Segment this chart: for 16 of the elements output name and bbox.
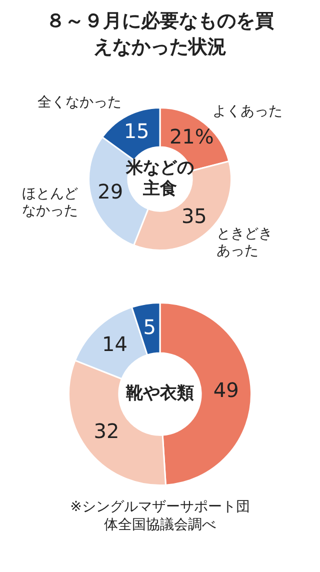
data-label: 5: [143, 314, 156, 339]
slice-label: 全くなかった: [37, 94, 122, 111]
data-label: 49: [213, 378, 239, 402]
chart-title: ８～９月に必要なものを買えなかった状況: [45, 9, 275, 60]
data-label: 29: [98, 180, 124, 204]
data-label: 21%: [169, 124, 214, 148]
slice-label: ほとんどなかった: [22, 186, 78, 219]
slice-label: ときどきあった: [216, 226, 272, 260]
data-label: 15: [124, 119, 150, 144]
slice-label: よくあった: [212, 103, 282, 120]
text: ※シングルマザーサポート団体全国協議会調べ: [70, 498, 250, 534]
data-label: 32: [94, 419, 120, 444]
text: 米などの主食: [125, 158, 194, 199]
text: 靴や衣類: [125, 383, 194, 404]
data-label: 14: [102, 332, 128, 356]
data-label: 35: [181, 204, 207, 228]
